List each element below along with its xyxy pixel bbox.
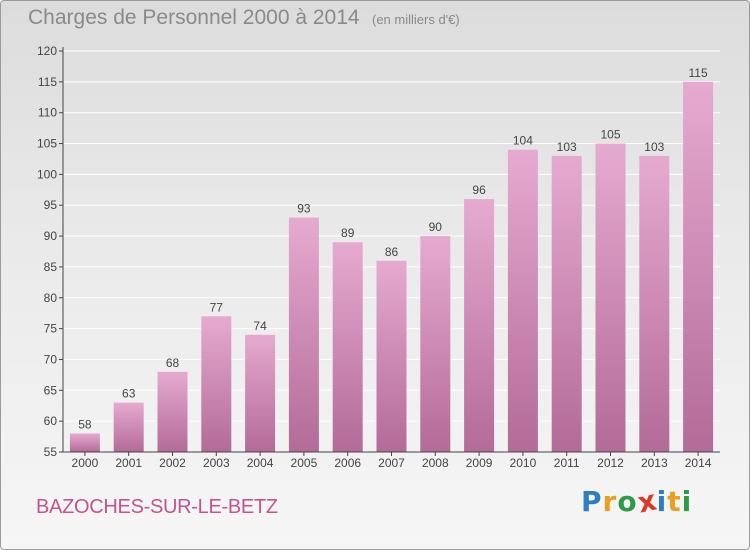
x-tick-label: 2001 [115,456,142,470]
bar [69,433,100,452]
y-tick-label: 90 [44,229,58,243]
bar-value-label: 93 [297,202,311,216]
bar-value-label: 58 [78,417,92,431]
bar [639,155,670,452]
bar [113,402,144,452]
proxiti-logo[interactable]: Proxiti [581,483,693,519]
x-tick-label: 2006 [334,456,361,470]
logo-letter: o [617,485,638,518]
x-tick-label: 2000 [72,456,99,470]
y-tick-label: 100 [37,167,57,181]
y-tick-label: 65 [44,383,58,397]
bar-value-label: 68 [166,356,180,370]
logo-letter: t [667,485,682,518]
chart-unit: (en milliers d'€) [372,12,460,27]
chart-title: Charges de Personnel 2000 à 2014 [28,6,360,29]
bar [288,217,319,452]
bar-value-label: 104 [513,134,533,148]
bar [551,155,582,452]
x-tick-label: 2002 [159,456,186,470]
bar-value-label: 105 [600,128,620,142]
x-tick-label: 2012 [597,456,624,470]
y-tick-label: 95 [44,198,58,212]
y-tick-label: 60 [44,414,58,428]
x-tick-label: 2005 [291,456,318,470]
bar [595,143,626,453]
x-tick-label: 2009 [466,456,493,470]
y-tick-label: 55 [44,445,58,459]
bar-value-label: 90 [429,220,443,234]
bar [464,199,495,452]
bar-value-label: 86 [385,245,399,259]
x-tick-label: 2004 [247,456,274,470]
x-tick-label: 2011 [554,456,580,470]
axes [59,47,720,456]
bar-value-label: 89 [341,226,355,240]
labels: 55 60 65 70 75 80 85 90 95 100 105 110 115 120 58 2000 6… [37,44,712,470]
y-tick-label: 115 [38,75,57,89]
bar-value-label: 74 [253,319,267,333]
x-tick-label: 2013 [641,456,668,470]
bar [332,242,363,452]
logo-letter: P [581,485,603,518]
bar [201,316,232,452]
y-tick-label: 75 [44,322,58,336]
y-tick-label: 80 [44,291,58,305]
x-tick-label: 2007 [378,456,405,470]
logo-letter: r [602,485,618,518]
bar [683,81,714,452]
logo-letter: i [681,485,693,518]
x-tick-label: 2003 [203,456,230,470]
y-tick-label: 105 [37,137,57,151]
bar [245,334,276,452]
bar [376,260,407,452]
y-tick-label: 85 [44,260,58,274]
bar [507,149,538,452]
x-tick-label: 2008 [422,456,449,470]
y-tick-label: 110 [38,106,57,120]
logo-letter: i [656,485,668,518]
y-tick-label: 120 [37,44,57,58]
bar [420,236,451,452]
bars [69,81,714,453]
x-tick-label: 2014 [685,456,712,470]
x-tick-label: 2010 [510,456,537,470]
bar-value-label: 96 [472,183,486,197]
bar-value-label: 103 [644,140,664,154]
bar-value-label: 115 [689,66,708,80]
bar-value-label: 77 [210,300,224,314]
y-tick-label: 70 [44,352,58,366]
bar-value-label: 63 [122,387,136,401]
commune-name: BAZOCHES-SUR-LE-BETZ [36,496,278,518]
bar-value-label: 103 [557,140,577,154]
bar [157,371,188,452]
